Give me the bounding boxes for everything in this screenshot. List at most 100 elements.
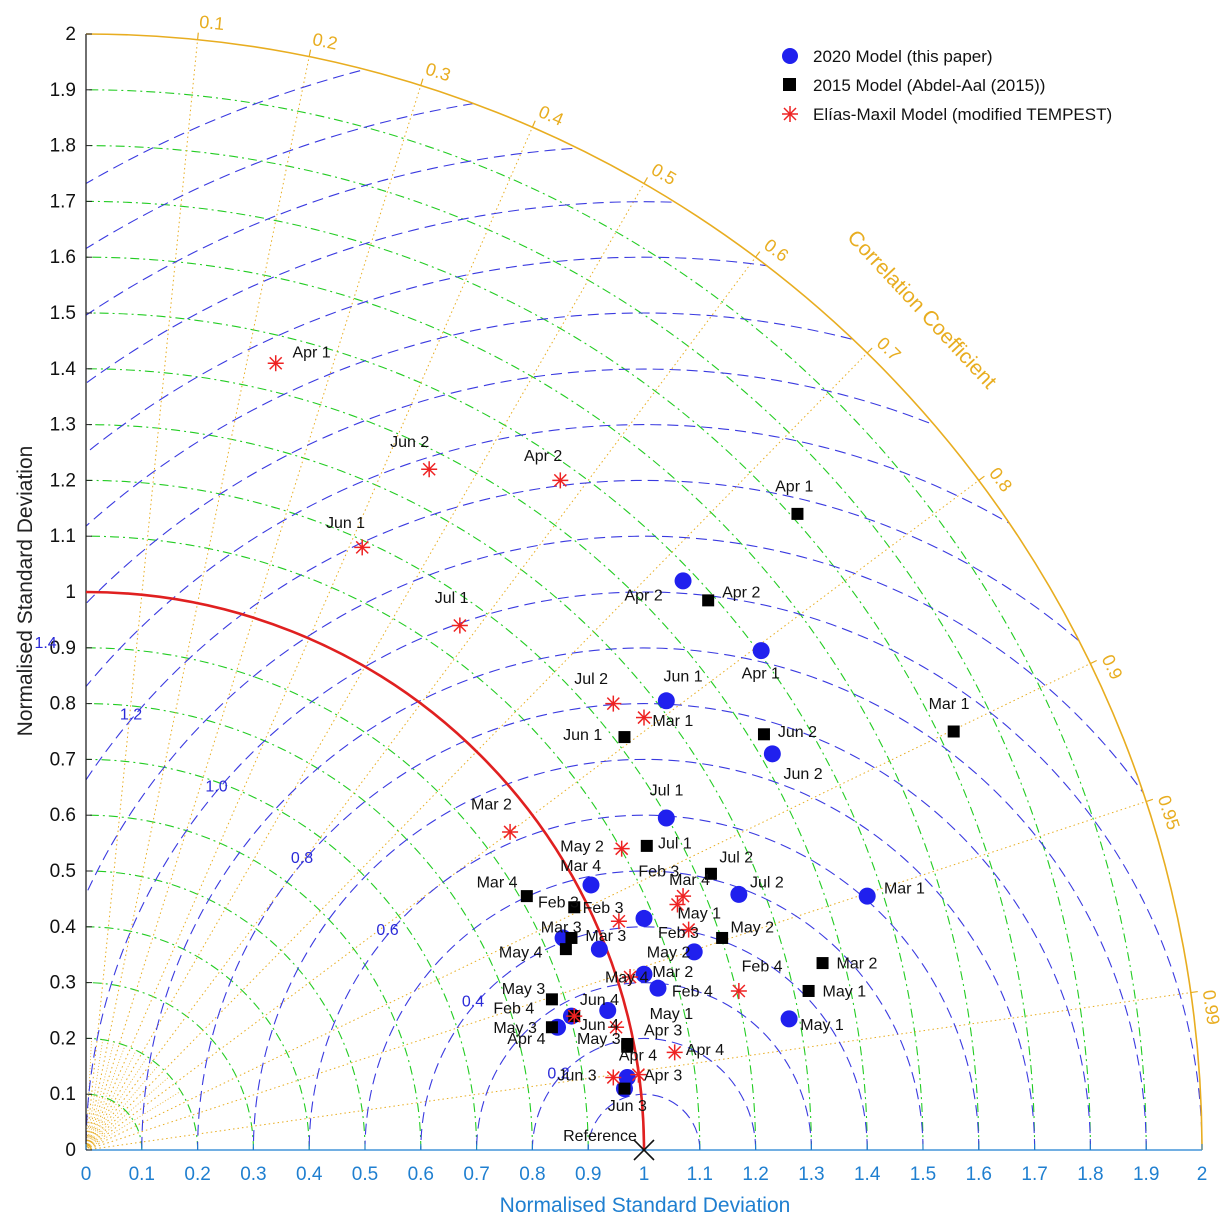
legend-label-elias: Elías-Maxil Model (modified TEMPEST) (813, 105, 1112, 124)
rms-label: 0.6 (376, 922, 398, 939)
y-tick-label: 0.2 (50, 1028, 76, 1049)
point-label: May 3 (577, 1031, 621, 1048)
asterisk-stroke (732, 984, 746, 998)
rms-arc (86, 256, 1202, 1150)
point-label: Apr 3 (644, 1067, 682, 1084)
point-2015-model (704, 867, 717, 880)
point-label: Mar 4 (477, 875, 518, 892)
corr-fine-line (85, 1075, 170, 1151)
point-label: May 3 (502, 981, 546, 998)
point-label: Feb 3 (658, 925, 699, 942)
point-2020-model (590, 940, 608, 958)
rms-arc (587, 1093, 701, 1150)
rms-arc (86, 368, 1202, 1150)
point-2015-model (565, 931, 578, 944)
point-label: Jul 1 (650, 783, 684, 800)
corr-tick-label: 0.5 (648, 159, 680, 189)
point-2015-model (621, 1040, 634, 1053)
point-2015-model (559, 943, 572, 956)
x-tick-label: 1.4 (854, 1164, 881, 1185)
x-tick-label: 1.7 (1021, 1164, 1047, 1185)
point-label: Jul 2 (574, 671, 608, 688)
y-tick-label: 0.8 (50, 694, 76, 715)
y-tick-label: 1.7 (50, 191, 76, 212)
asterisk-stroke (623, 970, 637, 984)
point-elias-maxil-model (636, 709, 652, 726)
x-tick-label: 0.4 (296, 1164, 323, 1185)
corr-tick-label: 0.6 (760, 235, 792, 266)
corr-tick-label: 0.4 (536, 102, 567, 130)
asterisk-stroke (631, 1068, 645, 1082)
point-label: Jun 3 (608, 1098, 647, 1115)
asterisk-stroke (637, 711, 651, 725)
point-elias-maxil-model (566, 1008, 583, 1025)
point-elias-maxil-model (675, 888, 692, 905)
corr-tick-label: 0.9 (1098, 651, 1127, 682)
point-elias-maxil-model (451, 617, 468, 634)
asterisk-stroke (422, 462, 436, 476)
y-tick-label: 0.7 (50, 749, 76, 770)
point-label: Jul 2 (750, 875, 784, 892)
std-arc (85, 424, 812, 1151)
std-dev-grid (85, 89, 1147, 1151)
rms-arc (86, 312, 1202, 1150)
point-elias-maxil-model (630, 1066, 647, 1083)
point-label: May 1 (650, 1006, 694, 1023)
rms-arc (141, 647, 1147, 1150)
point-label: Apr 1 (742, 665, 780, 682)
corr-tick-label: 0.1 (198, 12, 225, 34)
y-tick-label: 1.5 (50, 303, 76, 324)
point-label: Apr 2 (722, 585, 760, 602)
rms-label: 1.0 (205, 778, 227, 795)
point-2015-model (802, 984, 815, 997)
corr-tick-mark (420, 78, 424, 86)
asterisk-stroke (668, 1045, 682, 1059)
point-label: Feb 3 (583, 900, 624, 917)
rms-arc (531, 1037, 757, 1150)
point-2020-model (657, 809, 675, 827)
point-label: Apr 4 (686, 1042, 724, 1059)
x-tick-label: 1.9 (1133, 1164, 1159, 1185)
reference-marker (633, 1139, 655, 1161)
point-label: Jun 4 (580, 1017, 619, 1034)
y-tick-label: 0.4 (50, 917, 77, 938)
std-arc (85, 368, 868, 1151)
corr-tick-label: 0.7 (873, 333, 905, 365)
point-2020-model (685, 943, 703, 961)
x-tick-label: 0.8 (519, 1164, 545, 1185)
point-label: May 2 (560, 838, 604, 855)
outer-correlation-arc (85, 33, 1203, 1151)
legend-marker-elias (782, 106, 798, 122)
std-arc (85, 1093, 143, 1151)
x-tick-label: 0.6 (408, 1164, 434, 1185)
corr-tick-mark (1090, 659, 1097, 665)
x-tick-label: 1.3 (798, 1164, 824, 1185)
point-label: Jun 1 (326, 515, 365, 532)
point-2015-model (545, 993, 558, 1006)
x-tick-label: 1.5 (910, 1164, 936, 1185)
asterisk-stroke (676, 889, 690, 903)
x-tick-label: 1.6 (966, 1164, 992, 1185)
point-2015-model (545, 1021, 558, 1034)
x-tick-label: 0 (81, 1164, 92, 1185)
y-tick-label: 0.9 (50, 638, 76, 659)
corr-tick-mark (643, 177, 649, 184)
point-label: Apr 1 (775, 479, 813, 496)
point-elias-maxil-model (610, 913, 627, 930)
point-label: Jun 3 (558, 1067, 597, 1084)
rms-arc (86, 591, 1202, 1150)
std-arc (85, 145, 1091, 1151)
point-label: Apr 3 (644, 1023, 682, 1040)
point-label: Apr 4 (619, 1048, 657, 1065)
point-2015-model (947, 725, 960, 738)
point-label: Feb 4 (493, 1000, 534, 1017)
point-2015-model (791, 507, 804, 520)
x-tick-label: 2 (1197, 1164, 1208, 1185)
std-arc (85, 256, 980, 1151)
x-tick-label: 0.2 (184, 1164, 210, 1185)
y-tick-label: 2 (65, 24, 76, 45)
rms-arc (86, 479, 1202, 1150)
point-label: Apr 4 (507, 1031, 545, 1048)
point-label: May 2 (647, 944, 691, 961)
asterisk-stroke (503, 825, 517, 839)
